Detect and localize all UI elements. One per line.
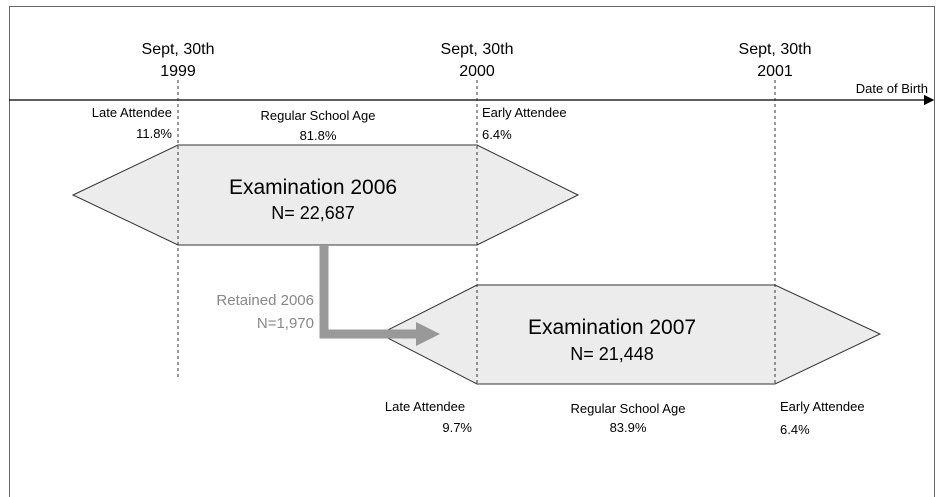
group-share: 81.8%: [300, 128, 337, 143]
group-share: 6.4%: [780, 422, 810, 437]
group-label: Regular School Age: [261, 108, 376, 123]
group-label: Early Attendee: [780, 399, 865, 414]
exam-n: N= 21,448: [570, 344, 654, 364]
retained-n: N=1,970: [257, 315, 314, 332]
retained-arrowhead: [416, 322, 440, 346]
axis-label: Date of Birth: [856, 81, 928, 96]
group-share: 11.8%: [136, 126, 172, 141]
date-label: Sept, 30th: [739, 41, 812, 58]
group-label: Early Attendee: [482, 105, 567, 120]
frame: [9, 6, 935, 497]
group-share: 6.4%: [482, 127, 512, 142]
group-label: Regular School Age: [571, 401, 686, 416]
date-year: 2000: [459, 63, 495, 80]
group-label: Late Attendee: [385, 399, 465, 414]
retained-arrow: [319, 245, 418, 339]
date-year: 2001: [757, 63, 793, 80]
group-label: Late Attendee: [92, 105, 172, 120]
exam-n: N= 22,687: [271, 203, 355, 223]
exam-title: Examination 2006: [229, 176, 397, 199]
group-share: 9.7%: [442, 420, 472, 435]
group-share: 83.9%: [610, 420, 647, 435]
date-year: 1999: [160, 63, 196, 80]
date-label: Sept, 30th: [142, 41, 215, 58]
retained-label: Retained 2006: [216, 292, 314, 309]
exam-title: Examination 2007: [528, 316, 696, 339]
date-label: Sept, 30th: [441, 41, 514, 58]
